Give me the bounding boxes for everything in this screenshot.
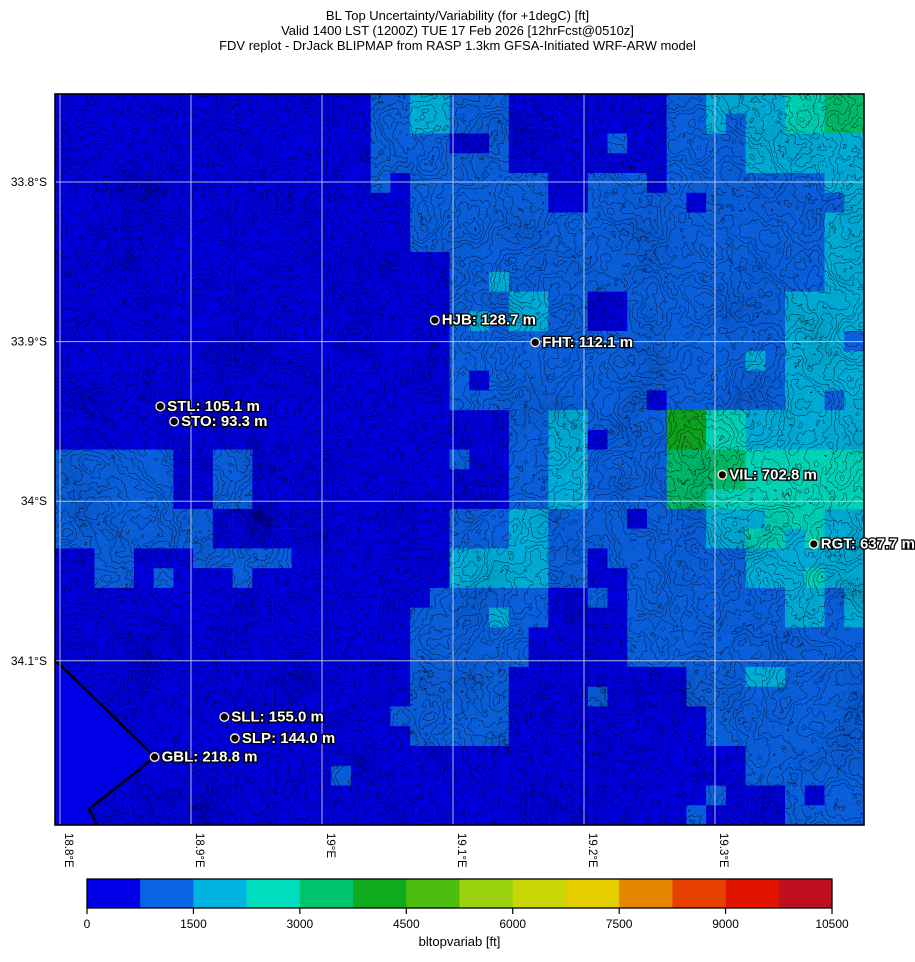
svg-text:19°E: 19°E xyxy=(324,833,336,858)
svg-text:GBL: 218.8 m: GBL: 218.8 m xyxy=(162,749,258,766)
svg-text:bltopvariab [ft]: bltopvariab [ft] xyxy=(419,934,501,949)
svg-text:19.2°E: 19.2°E xyxy=(586,833,598,868)
svg-text:33.9°S: 33.9°S xyxy=(11,335,47,349)
svg-text:FHT: 112.1 m: FHT: 112.1 m xyxy=(542,334,633,351)
svg-text:1500: 1500 xyxy=(180,917,207,931)
svg-text:34.1°S: 34.1°S xyxy=(11,654,47,668)
svg-text:18.8°E: 18.8°E xyxy=(62,833,74,868)
svg-text:6000: 6000 xyxy=(499,917,526,931)
svg-text:34°S: 34°S xyxy=(21,494,47,508)
svg-text:0: 0 xyxy=(84,917,91,931)
svg-text:9000: 9000 xyxy=(712,917,739,931)
svg-text:RGT: 637.7 m: RGT: 637.7 m xyxy=(821,536,915,553)
svg-text:HJB: 128.7 m: HJB: 128.7 m xyxy=(442,312,536,329)
svg-text:4500: 4500 xyxy=(393,917,420,931)
svg-text:VIL: 702.8 m: VIL: 702.8 m xyxy=(729,466,817,483)
svg-text:STO: 93.3 m: STO: 93.3 m xyxy=(181,413,267,430)
svg-text:SLL: 155.0 m: SLL: 155.0 m xyxy=(231,709,324,726)
svg-text:19.3°E: 19.3°E xyxy=(717,833,729,868)
svg-text:3000: 3000 xyxy=(287,917,314,931)
svg-text:7500: 7500 xyxy=(606,917,633,931)
svg-text:10500: 10500 xyxy=(815,917,849,931)
svg-text:19.1°E: 19.1°E xyxy=(455,833,467,868)
svg-text:33.8°S: 33.8°S xyxy=(11,175,47,189)
svg-text:18.9°E: 18.9°E xyxy=(193,833,205,868)
svg-text:SLP: 144.0 m: SLP: 144.0 m xyxy=(242,730,335,747)
